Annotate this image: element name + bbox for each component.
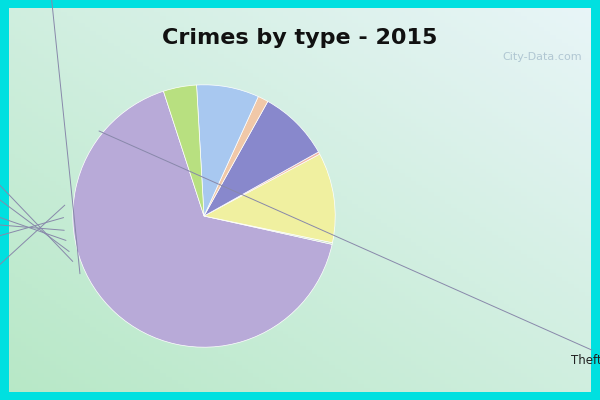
Text: Rapes (1.3%): Rapes (1.3%) (0, 72, 69, 252)
Text: Arson (0.3%): Arson (0.3%) (0, 203, 64, 230)
Text: City-Data.com: City-Data.com (502, 52, 582, 62)
Text: Robberies (4.1%): Robberies (4.1%) (0, 0, 99, 274)
Wedge shape (197, 85, 258, 216)
Wedge shape (163, 85, 204, 216)
Wedge shape (204, 101, 319, 216)
Text: Burglaries (11.1%): Burglaries (11.1%) (0, 218, 64, 308)
Wedge shape (73, 91, 332, 347)
Text: Murders (0.2%): Murders (0.2%) (0, 205, 65, 400)
Text: Thefts (66.6%): Thefts (66.6%) (99, 131, 600, 367)
Wedge shape (204, 216, 332, 244)
Wedge shape (204, 96, 268, 216)
Text: Auto thefts (8.8%): Auto thefts (8.8%) (0, 131, 66, 240)
Text: Assaults (7.7%): Assaults (7.7%) (0, 28, 73, 262)
Wedge shape (204, 152, 320, 216)
Wedge shape (204, 154, 335, 243)
Text: Crimes by type - 2015: Crimes by type - 2015 (163, 28, 437, 48)
